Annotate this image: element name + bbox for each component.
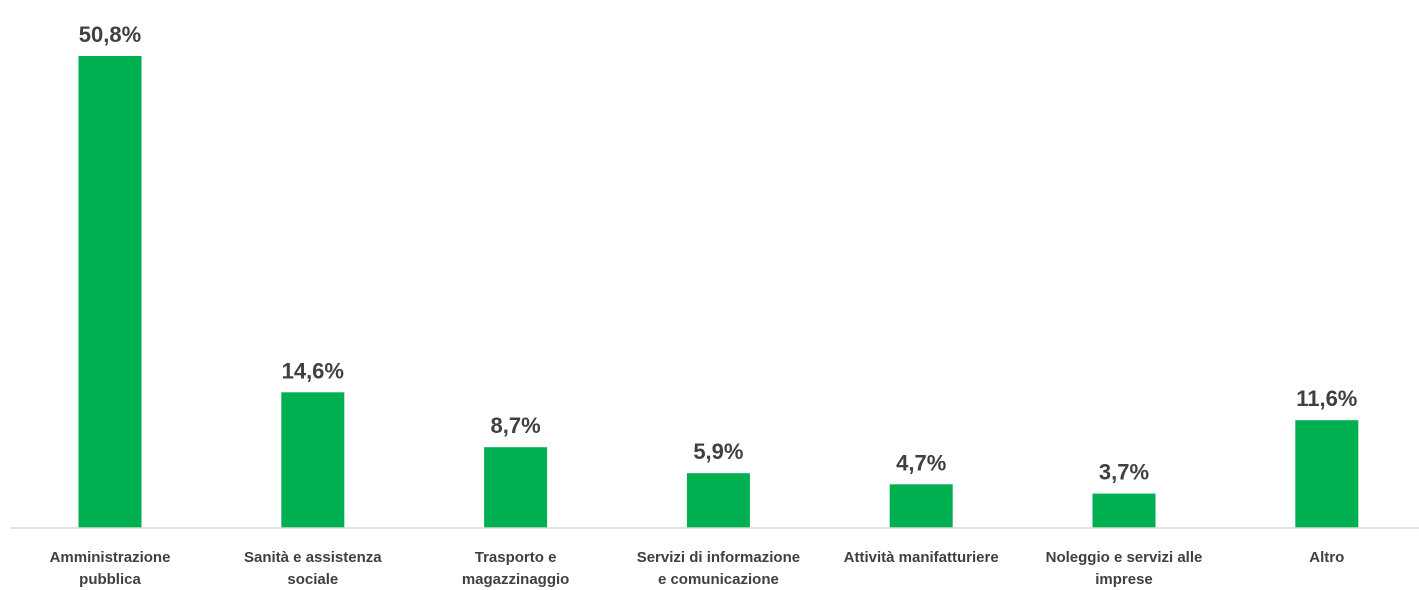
category-label-3: Trasporto e magazzinaggio (462, 549, 570, 588)
category-label-6: Noleggio e servizi alle imprese (1046, 549, 1203, 588)
bar-3 (484, 447, 548, 528)
data-label-1: 50,8% (79, 22, 141, 47)
category-label-line: sociale (287, 571, 338, 588)
category-label-line: Servizi di informazione (637, 549, 800, 566)
bar-6 (1092, 493, 1156, 528)
category-label-line: Altro (1309, 549, 1344, 566)
category-label-7: Altro (1309, 549, 1344, 566)
data-label-2: 14,6% (282, 358, 344, 383)
category-label-5: Attività manifatturiere (844, 549, 999, 566)
value-labels-group: 50,8% 14,6% 8,7% 5,9% 4,7% 3,7% 11,6% (79, 22, 1358, 485)
bars-group (78, 56, 1359, 528)
category-label-line: Noleggio e servizi alle (1046, 549, 1203, 566)
category-label-line: Trasporto e (475, 549, 557, 566)
category-label-line: e comunicazione (658, 571, 779, 588)
category-label-line: magazzinaggio (462, 571, 570, 588)
category-label-4: Servizi di informazione e comunicazione (637, 549, 800, 588)
bar-2 (281, 392, 345, 528)
category-label-line: Amministrazione (50, 549, 171, 566)
category-label-line: imprese (1095, 571, 1153, 588)
bar-7 (1295, 420, 1359, 528)
bar-1 (78, 56, 142, 528)
bar-5 (889, 484, 953, 528)
category-label-line: Attività manifatturiere (844, 549, 999, 566)
data-label-5: 4,7% (896, 450, 946, 475)
category-label-1: Amministrazione pubblica (50, 549, 171, 588)
data-label-4: 5,9% (693, 439, 743, 464)
category-label-line: pubblica (79, 571, 141, 588)
category-labels-group: Amministrazione pubblica Sanità e assisten… (50, 549, 1345, 588)
category-label-line: Sanità e assistenza (244, 549, 382, 566)
data-label-3: 8,7% (491, 413, 541, 438)
bar-4 (686, 473, 750, 528)
data-label-6: 3,7% (1099, 460, 1149, 485)
category-label-2: Sanità e assistenza sociale (244, 549, 382, 588)
data-label-7: 11,6% (1296, 386, 1357, 411)
